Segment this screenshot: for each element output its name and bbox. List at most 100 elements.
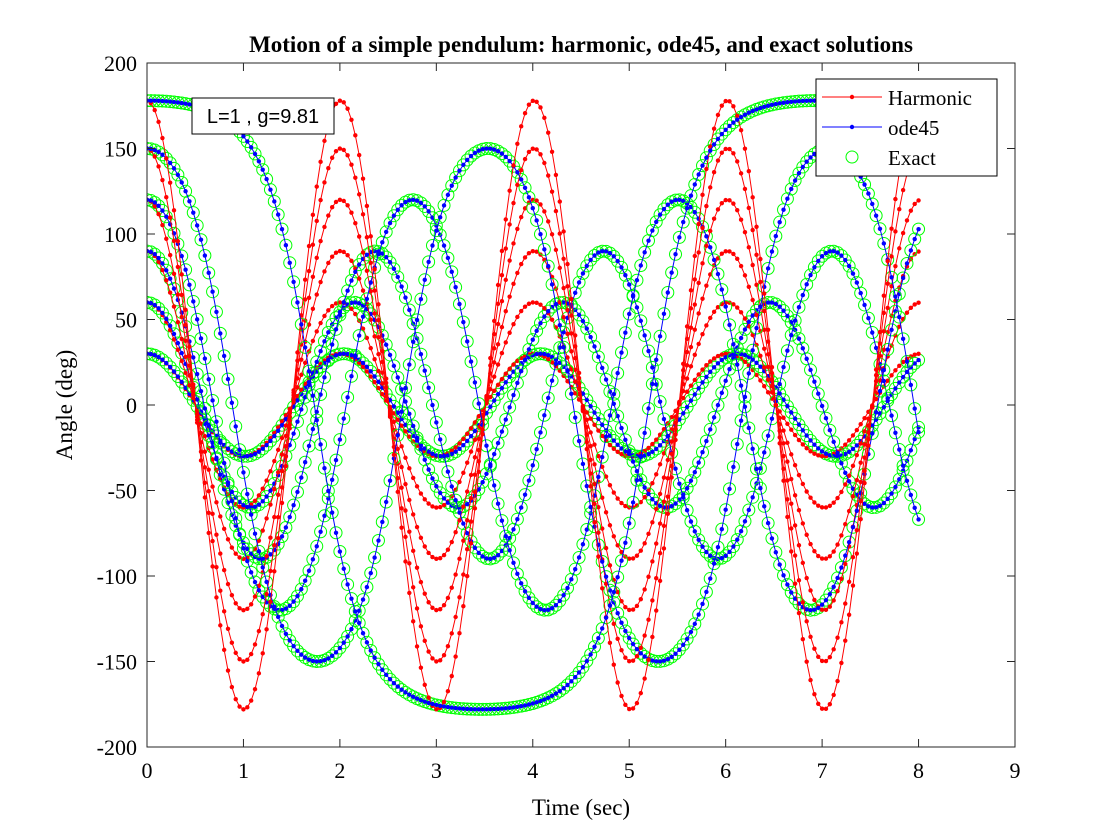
harmonic-point [511, 362, 516, 367]
harmonic-point [225, 537, 231, 542]
harmonic-point [418, 491, 424, 496]
exact-point [784, 405, 798, 419]
harmonic-point [461, 436, 466, 442]
ode45-point [279, 463, 285, 469]
exact-point [422, 204, 436, 218]
ode45-point [395, 375, 400, 380]
harmonic-point [295, 393, 300, 399]
ode45-point [561, 300, 566, 305]
exact-point [912, 222, 926, 236]
harmonic-point [403, 429, 408, 434]
ode45-point [870, 330, 875, 335]
harmonic-point [167, 252, 173, 258]
ode45-point [738, 418, 744, 423]
ode45-point [414, 696, 420, 701]
harmonic-point [214, 564, 219, 570]
harmonic-point [495, 321, 501, 327]
exact-point [271, 468, 285, 482]
harmonic-point [422, 544, 427, 549]
exact-point [680, 400, 694, 414]
ode45-point [364, 364, 370, 370]
ode45-point [731, 464, 736, 470]
harmonic-point [495, 282, 501, 288]
exact-point [780, 309, 794, 323]
ode45-point [337, 645, 343, 651]
ode45-point [711, 415, 717, 420]
exact-point [711, 540, 725, 554]
harmonic-point [434, 505, 439, 510]
exact-point [159, 312, 173, 326]
harmonic-point [781, 428, 786, 433]
ode45-point [418, 296, 424, 302]
ode45-point [781, 100, 786, 105]
ode45-point [480, 479, 485, 485]
harmonic-point [735, 113, 740, 119]
harmonic-point [430, 656, 435, 661]
exact-point [568, 562, 582, 576]
harmonic-point [468, 472, 474, 478]
ode45-point [314, 544, 319, 549]
harmonic-point [272, 569, 277, 574]
harmonic-point [302, 297, 308, 302]
exact-point [425, 239, 439, 253]
ode45-point [627, 448, 632, 454]
ode45-point [306, 382, 312, 388]
ode45-point [171, 166, 177, 171]
ode45-point [302, 345, 308, 350]
ode45-point [561, 686, 566, 691]
exact-point [391, 370, 405, 384]
harmonic-point [615, 636, 620, 642]
harmonic-point [839, 660, 844, 666]
harmonic-point [372, 311, 377, 316]
harmonic-point [488, 363, 493, 368]
harmonic-point [588, 430, 593, 435]
harmonic-point [160, 267, 165, 273]
harmonic-point [750, 227, 755, 233]
ode45-point [781, 573, 786, 578]
exact-point [402, 303, 416, 317]
exact-point [711, 398, 725, 412]
exact-point [333, 545, 347, 559]
ode45-point [383, 499, 389, 505]
exact-point [418, 453, 432, 467]
ode45-point [769, 102, 775, 108]
exact-point [669, 647, 683, 661]
harmonic-point [272, 458, 277, 464]
ode45-point [252, 451, 258, 457]
harmonic-point [426, 501, 431, 506]
harmonic-point [592, 462, 597, 467]
ode45-point [229, 400, 235, 405]
harmonic-point [700, 261, 705, 266]
ode45-point [399, 687, 404, 692]
harmonic-point [519, 308, 524, 314]
ode45-point [326, 656, 331, 661]
harmonic-point [642, 587, 647, 592]
ode45-point [870, 431, 875, 436]
harmonic-point [248, 651, 254, 657]
ode45-point [437, 703, 443, 708]
ode45-point [364, 584, 370, 590]
ode45-point [214, 309, 219, 315]
harmonic-point [353, 220, 358, 226]
ode45-point [889, 491, 894, 496]
exact-point [337, 636, 351, 650]
harmonic-point [337, 248, 343, 254]
ode45-point [619, 350, 624, 355]
ode45-point [245, 504, 250, 510]
exact-point [263, 434, 277, 448]
exact-point [703, 365, 717, 379]
harmonic-point [858, 460, 863, 465]
ode45-point [148, 249, 154, 255]
exact-point [179, 263, 193, 277]
ode45-point [468, 706, 474, 712]
ode45-point [368, 648, 373, 653]
exact-point [379, 250, 393, 264]
ode45-point [549, 693, 555, 699]
exact-point [800, 277, 814, 291]
harmonic-point [210, 564, 215, 569]
exact-point [209, 452, 223, 466]
harmonic-point [329, 303, 335, 309]
ode45-point [437, 490, 443, 496]
exact-point [395, 405, 409, 419]
ode45-point [889, 413, 894, 418]
